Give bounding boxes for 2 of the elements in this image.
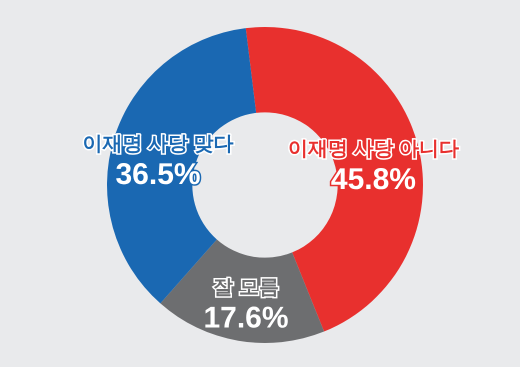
data-label: 17.6% [203,301,289,334]
slice-label: 잘 모름 [213,276,279,298]
